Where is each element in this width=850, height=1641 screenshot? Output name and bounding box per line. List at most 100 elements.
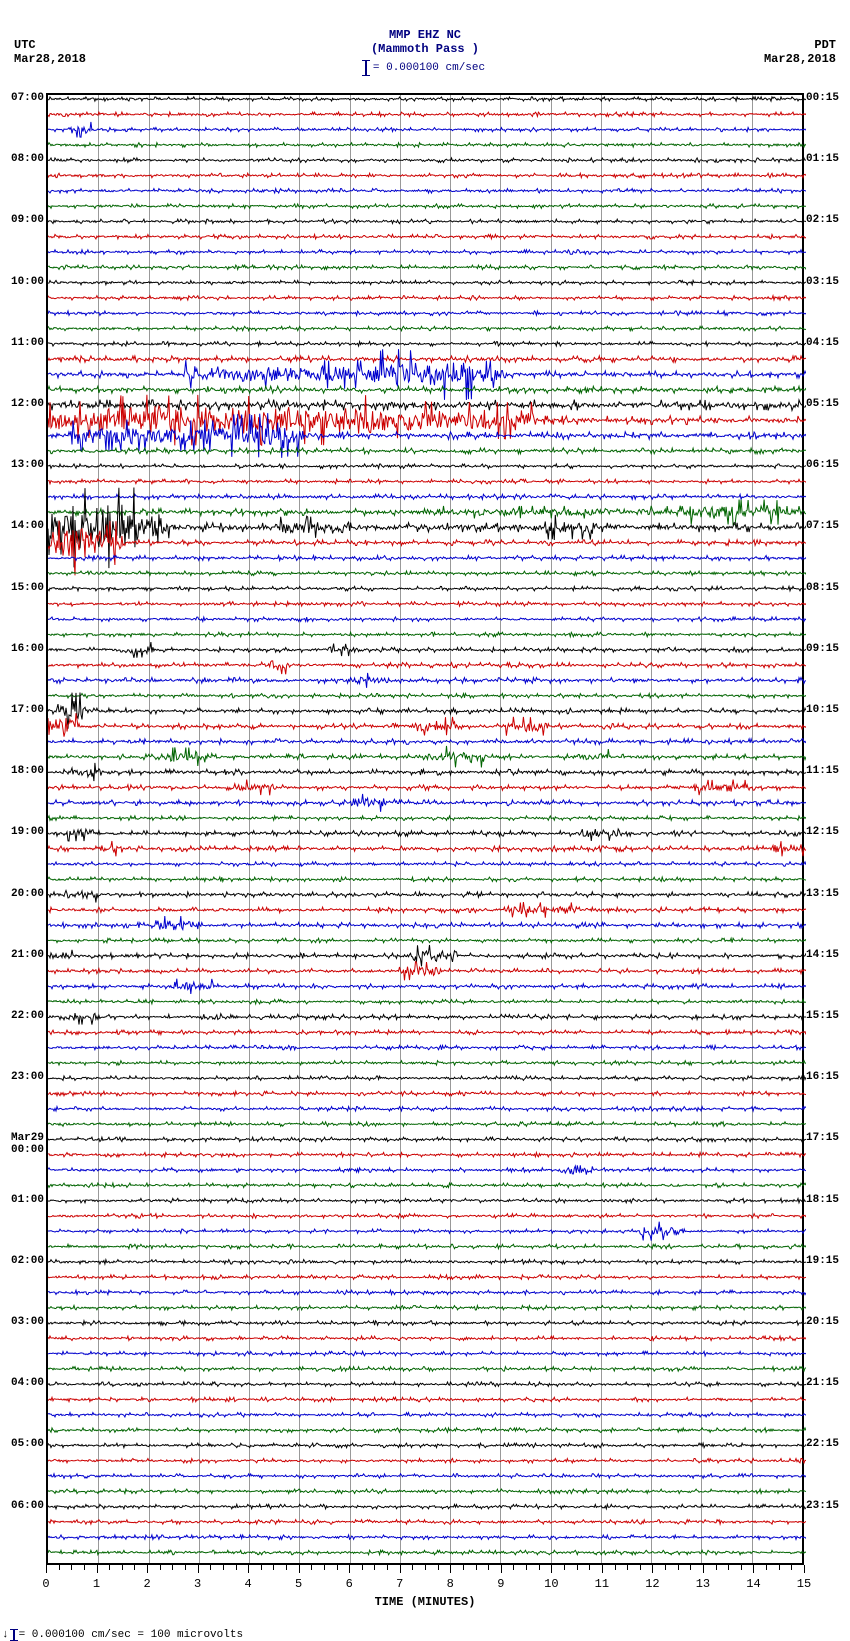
x-tick bbox=[703, 1565, 704, 1573]
left-time-label: 08:00 bbox=[11, 153, 48, 165]
x-tick-minor bbox=[716, 1565, 717, 1570]
gridline bbox=[98, 95, 99, 1563]
trace bbox=[48, 95, 806, 1567]
gridline bbox=[400, 95, 401, 1563]
x-tick-label: 3 bbox=[194, 1577, 201, 1591]
trace bbox=[48, 95, 806, 1567]
gridline bbox=[500, 95, 501, 1563]
x-tick-label: 12 bbox=[645, 1577, 659, 1591]
trace bbox=[48, 95, 806, 1567]
right-time-label: 16:15 bbox=[802, 1071, 839, 1083]
trace bbox=[48, 95, 806, 1567]
x-tick-minor bbox=[185, 1565, 186, 1570]
x-tick-minor bbox=[627, 1565, 628, 1570]
x-tick bbox=[147, 1565, 148, 1573]
left-time-label: 06:00 bbox=[11, 1500, 48, 1512]
trace bbox=[48, 95, 806, 1567]
x-tick-label: 9 bbox=[497, 1577, 504, 1591]
x-tick-minor bbox=[438, 1565, 439, 1570]
x-tick-label: 5 bbox=[295, 1577, 302, 1591]
trace bbox=[48, 95, 806, 1567]
left-time-label: 23:00 bbox=[11, 1071, 48, 1083]
left-time-label: 12:00 bbox=[11, 398, 48, 410]
x-tick-minor bbox=[172, 1565, 173, 1570]
trace bbox=[48, 95, 806, 1567]
x-tick-minor bbox=[564, 1565, 565, 1570]
left-time-label: 11:00 bbox=[11, 337, 48, 349]
footer-text: = 0.000100 cm/sec = 100 microvolts bbox=[19, 1629, 243, 1641]
trace bbox=[48, 95, 806, 1567]
trace bbox=[48, 95, 806, 1567]
trace bbox=[48, 95, 806, 1567]
trace bbox=[48, 95, 806, 1567]
left-time-label: 07:00 bbox=[11, 92, 48, 104]
x-tick bbox=[602, 1565, 603, 1573]
gridline bbox=[601, 95, 602, 1563]
x-tick-minor bbox=[374, 1565, 375, 1570]
trace bbox=[48, 95, 806, 1567]
x-tick-minor bbox=[488, 1565, 489, 1570]
trace bbox=[48, 95, 806, 1567]
trace bbox=[48, 95, 806, 1567]
x-tick bbox=[248, 1565, 249, 1573]
x-tick-minor bbox=[286, 1565, 287, 1570]
x-tick bbox=[349, 1565, 350, 1573]
trace bbox=[48, 95, 806, 1567]
x-tick bbox=[753, 1565, 754, 1573]
x-tick-label: 4 bbox=[245, 1577, 252, 1591]
trace bbox=[48, 95, 806, 1567]
trace bbox=[48, 95, 806, 1567]
left-time-label: 09:00 bbox=[11, 214, 48, 226]
trace bbox=[48, 95, 806, 1567]
x-tick-label: 0 bbox=[42, 1577, 49, 1591]
x-tick-label: 10 bbox=[544, 1577, 558, 1591]
right-time-label: 00:15 bbox=[802, 92, 839, 104]
left-time-label: 20:00 bbox=[11, 888, 48, 900]
left-time-label: 04:00 bbox=[11, 1377, 48, 1389]
right-time-label: 06:15 bbox=[802, 459, 839, 471]
x-tick-label: 7 bbox=[396, 1577, 403, 1591]
right-time-label: 22:15 bbox=[802, 1438, 839, 1450]
trace bbox=[48, 95, 806, 1567]
x-tick-minor bbox=[84, 1565, 85, 1570]
trace bbox=[48, 95, 806, 1567]
x-tick-minor bbox=[160, 1565, 161, 1570]
x-tick bbox=[450, 1565, 451, 1573]
x-tick-label: 13 bbox=[696, 1577, 710, 1591]
x-tick-label: 15 bbox=[797, 1577, 811, 1591]
x-tick-label: 1 bbox=[93, 1577, 100, 1591]
gridline bbox=[701, 95, 702, 1563]
date-left: Mar28,2018 bbox=[14, 52, 86, 66]
x-tick-label: 2 bbox=[143, 1577, 150, 1591]
left-time-label: 15:00 bbox=[11, 582, 48, 594]
chart-area: 07:0008:0009:0010:0011:0012:0013:0014:00… bbox=[46, 93, 804, 1565]
left-time-label: 21:00 bbox=[11, 949, 48, 961]
x-tick-minor bbox=[109, 1565, 110, 1570]
trace bbox=[48, 95, 806, 1567]
top-left-label: UTC Mar28,2018 bbox=[14, 38, 86, 66]
trace bbox=[48, 95, 806, 1567]
trace bbox=[48, 95, 806, 1567]
x-tick-minor bbox=[337, 1565, 338, 1570]
left-time-label: 13:00 bbox=[11, 459, 48, 471]
x-tick-minor bbox=[71, 1565, 72, 1570]
trace bbox=[48, 95, 806, 1567]
trace bbox=[48, 95, 806, 1567]
scale-text: = 0.000100 cm/sec bbox=[373, 62, 485, 74]
x-tick-label: 6 bbox=[346, 1577, 353, 1591]
trace bbox=[48, 95, 806, 1567]
trace bbox=[48, 95, 806, 1567]
trace bbox=[48, 95, 806, 1567]
x-tick-minor bbox=[236, 1565, 237, 1570]
footer-scale: ↓ = 0.000100 cm/sec = 100 microvolts bbox=[0, 1629, 850, 1641]
trace bbox=[48, 95, 806, 1567]
trace bbox=[48, 95, 806, 1567]
trace bbox=[48, 95, 806, 1567]
trace bbox=[48, 95, 806, 1567]
gridline bbox=[350, 95, 351, 1563]
x-tick-minor bbox=[779, 1565, 780, 1570]
trace bbox=[48, 95, 806, 1567]
x-tick bbox=[198, 1565, 199, 1573]
x-tick-minor bbox=[476, 1565, 477, 1570]
trace bbox=[48, 95, 806, 1567]
